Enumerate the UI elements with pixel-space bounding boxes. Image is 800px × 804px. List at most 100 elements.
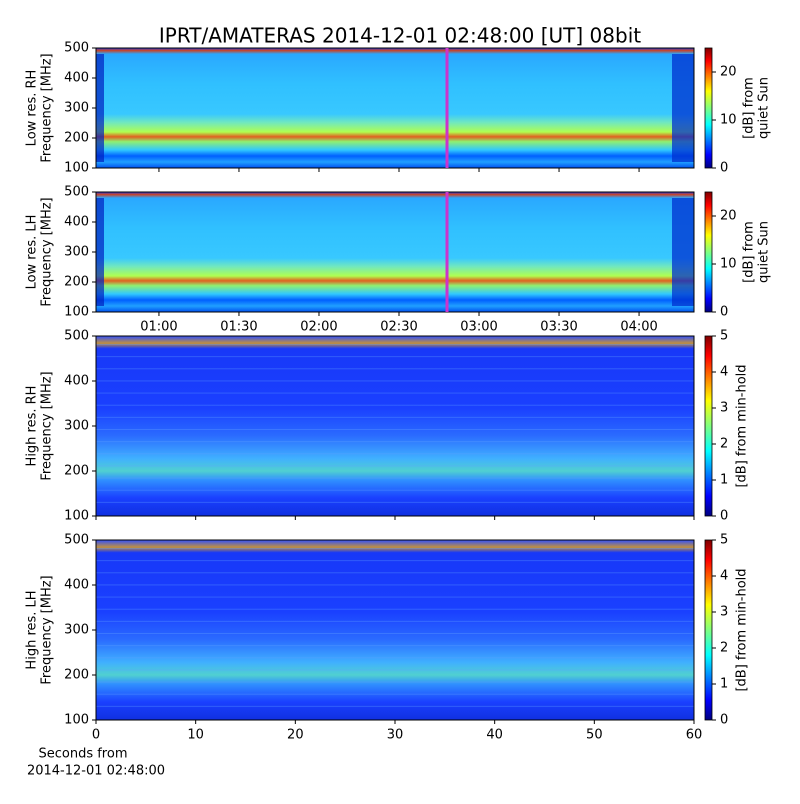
colorbar-tick-label: 3 bbox=[720, 401, 728, 416]
x-tick-label: 04:00 bbox=[620, 320, 657, 335]
noise-band bbox=[96, 429, 694, 430]
colorbar-label: [dB] from bbox=[742, 77, 757, 139]
x-tick-label: 03:00 bbox=[460, 320, 497, 335]
colorbar-tick-label: 0 bbox=[720, 713, 728, 728]
noise-band bbox=[96, 572, 694, 574]
colorbar-tick-label: 3 bbox=[720, 605, 728, 620]
colorbar-tick-label: 20 bbox=[720, 209, 737, 224]
y-axis-label: High res. LH bbox=[25, 590, 40, 669]
y-tick-label: 400 bbox=[64, 71, 89, 86]
x-tick-label: 50 bbox=[586, 728, 603, 743]
noise-band bbox=[96, 693, 694, 695]
noise-band bbox=[96, 645, 694, 647]
y-tick-label: 500 bbox=[64, 185, 89, 200]
colorbar bbox=[704, 335, 713, 517]
x-tick-label: 40 bbox=[486, 728, 503, 743]
noise-band bbox=[96, 368, 694, 370]
noise-band bbox=[96, 548, 694, 549]
noise-band bbox=[96, 453, 694, 455]
noise-band bbox=[96, 404, 694, 406]
y-tick-label: 400 bbox=[64, 374, 89, 389]
y-tick-label: 200 bbox=[64, 275, 89, 290]
noise-band bbox=[96, 596, 694, 598]
colorbar-tick-label: 4 bbox=[720, 365, 728, 380]
colorbar-tick-label: 1 bbox=[720, 677, 728, 692]
y-axis-label: Frequency [MHz] bbox=[40, 371, 55, 480]
colorbar-label: quiet Sun bbox=[757, 77, 772, 139]
spectrogram bbox=[96, 48, 694, 168]
spectrogram bbox=[96, 540, 694, 720]
colorbar-tick-label: 4 bbox=[720, 569, 728, 584]
noise-band bbox=[96, 380, 694, 382]
y-tick-label: 500 bbox=[64, 329, 89, 344]
x-tick-label: 02:00 bbox=[300, 320, 337, 335]
colorbar-label: quiet Sun bbox=[757, 221, 772, 283]
y-tick-label: 100 bbox=[64, 509, 89, 524]
y-tick-label: 100 bbox=[64, 305, 89, 320]
noise-band bbox=[96, 584, 694, 586]
colorbar-label: [dB] from min-hold bbox=[735, 568, 750, 691]
colorbar-tick-label: 0 bbox=[720, 161, 728, 176]
colorbar bbox=[704, 47, 713, 169]
colorbar bbox=[704, 539, 713, 721]
y-tick-label: 300 bbox=[64, 101, 89, 116]
colorbar-label: [dB] from bbox=[742, 221, 757, 283]
y-tick-label: 500 bbox=[64, 41, 89, 56]
colorbar-tick-label: 2 bbox=[720, 641, 728, 656]
y-tick-label: 500 bbox=[64, 533, 89, 548]
colorbar-tick-label: 0 bbox=[720, 305, 728, 320]
x-tick-label: 30 bbox=[387, 728, 404, 743]
colorbar-tick-label: 1 bbox=[720, 473, 728, 488]
x-tick-label: 10 bbox=[187, 728, 204, 743]
noise-band bbox=[96, 392, 694, 394]
colorbar-tick-label: 5 bbox=[720, 533, 728, 548]
noise-band bbox=[96, 705, 694, 707]
noise-band bbox=[96, 416, 694, 418]
x-axis-label: Seconds from bbox=[38, 747, 127, 762]
x-tick-label: 01:00 bbox=[140, 320, 177, 335]
y-tick-label: 200 bbox=[64, 131, 89, 146]
noise-band bbox=[96, 344, 694, 345]
edge-shade bbox=[96, 198, 104, 306]
y-axis-label: Frequency [MHz] bbox=[40, 53, 55, 162]
y-tick-label: 100 bbox=[64, 161, 89, 176]
noise-band bbox=[96, 657, 694, 659]
edge-shade bbox=[672, 198, 694, 306]
x-axis-label: 2014-12-01 02:48:00 bbox=[27, 764, 165, 779]
noise-band bbox=[96, 477, 694, 479]
y-tick-label: 400 bbox=[64, 578, 89, 593]
y-axis-label: Low res. RH bbox=[25, 70, 40, 147]
y-axis-label: Frequency [MHz] bbox=[40, 197, 55, 306]
y-tick-label: 200 bbox=[64, 668, 89, 683]
colorbar-tick-label: 10 bbox=[720, 113, 737, 128]
y-tick-label: 300 bbox=[64, 419, 89, 434]
noise-band bbox=[96, 560, 694, 562]
colorbar-tick-label: 20 bbox=[720, 65, 737, 80]
y-tick-label: 200 bbox=[64, 464, 89, 479]
x-tick-label: 02:30 bbox=[380, 320, 417, 335]
spectrogram bbox=[96, 192, 694, 312]
figure-title: IPRT/AMATERAS 2014-12-01 02:48:00 [UT] 0… bbox=[159, 24, 641, 48]
noise-band bbox=[96, 465, 694, 467]
noise-band bbox=[96, 441, 694, 443]
noise-band bbox=[96, 608, 694, 610]
y-tick-label: 300 bbox=[64, 245, 89, 260]
noise-band bbox=[96, 669, 694, 671]
edge-shade bbox=[672, 54, 694, 162]
x-tick-label: 01:30 bbox=[220, 320, 257, 335]
noise-band bbox=[96, 620, 694, 622]
noise-band bbox=[96, 356, 694, 358]
y-axis-label: Frequency [MHz] bbox=[40, 575, 55, 684]
colorbar-tick-label: 2 bbox=[720, 437, 728, 452]
spectrogram bbox=[96, 336, 694, 516]
y-tick-label: 400 bbox=[64, 215, 89, 230]
colorbar-tick-label: 10 bbox=[720, 257, 737, 272]
colorbar bbox=[704, 191, 713, 313]
x-tick-label: 03:30 bbox=[540, 320, 577, 335]
noise-band bbox=[96, 501, 694, 503]
edge-shade bbox=[96, 54, 104, 162]
y-tick-label: 100 bbox=[64, 713, 89, 728]
y-axis-label: Low res. LH bbox=[25, 215, 40, 290]
colorbar-label: [dB] from min-hold bbox=[735, 364, 750, 487]
